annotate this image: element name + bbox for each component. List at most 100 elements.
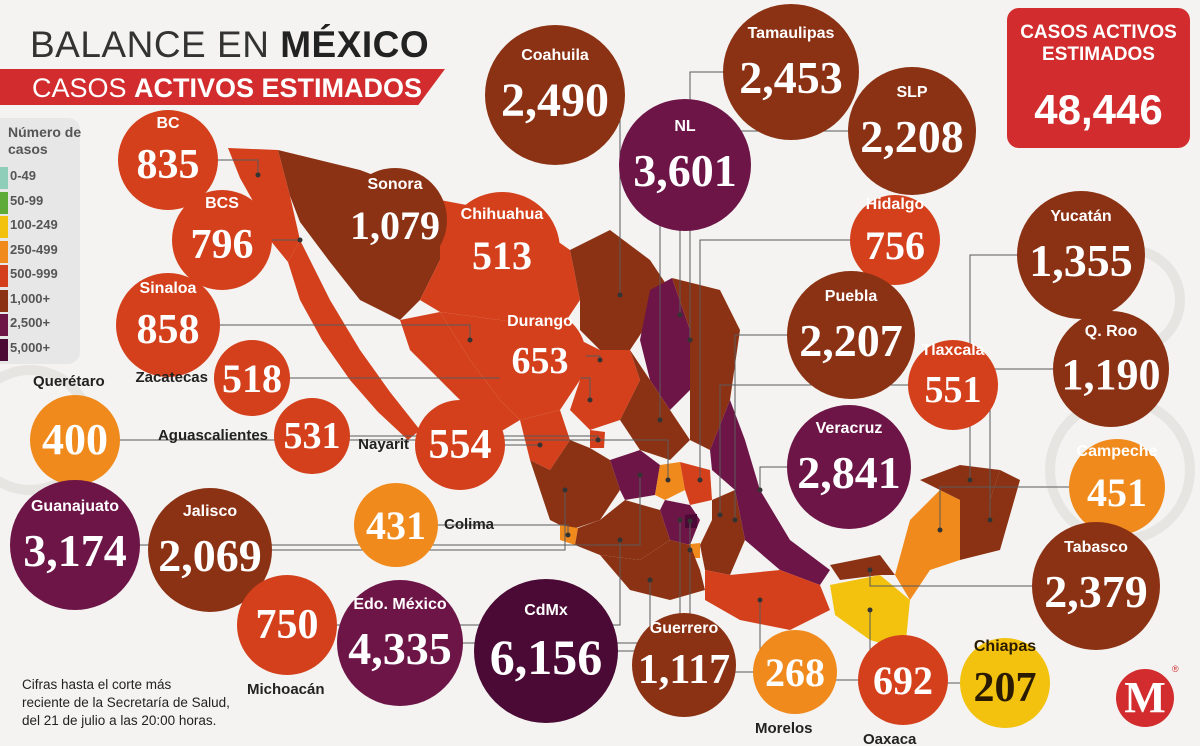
legend-item: 2,500+ [0,313,78,337]
state-name: BCS [205,194,239,212]
state-bubble-nl: NL 3,601 [619,99,751,231]
state-value: 2,453 [739,51,843,103]
leader-dot-edo-m-xico [677,517,683,523]
state-value: 268 [765,649,825,695]
leader-dot-tlaxcala [717,512,723,518]
legend-swatch [0,338,8,361]
state-value: 431 [366,502,426,548]
state-value: 756 [865,223,925,268]
leader-dot-oaxaca [757,597,763,603]
legend-panel [0,118,80,364]
state-name: Hidalgo [865,196,925,213]
page-title: BALANCE EN MÉXICO [30,24,429,66]
legend-swatch [0,289,8,312]
leader-dot-aguascalientes [595,437,601,443]
state-name: Sinaloa [139,279,197,297]
state-name: Veracruz [815,419,883,437]
state-bubble-q-roo: Q. Roo 1,190 [1053,311,1169,427]
leader-dot-zacatecas [587,397,593,403]
state-bubble-michoac-n: 750 [237,575,337,675]
leader-dot-nl [677,312,683,318]
state-value: 554 [428,421,492,468]
legend-label: 50-99 [10,192,44,208]
subtitle-part1: CASOS [32,73,135,103]
leader-line-hidalgo [699,239,895,480]
footnote: Cifras hasta el corte más reciente de la… [22,676,230,730]
leader-dot-chiapas [867,607,873,613]
map-region-tabasco [830,555,895,580]
legend-swatch [0,240,8,263]
total-label-line2: ESTIMADOS [1042,44,1155,65]
state-bubble-coahuila: Coahuila 2,490 [485,25,625,165]
legend-label: 100-249 [10,217,58,232]
leader-line-campeche [939,486,1117,530]
leader-dot-guerrero [647,577,653,583]
state-value: 2,208 [860,110,964,162]
state-name: Querétaro [33,373,105,390]
state-bubble-guerrero: Guerrero 1,117 [632,613,736,717]
leader-dot-tabasco [867,567,873,573]
leader-line-jalisco [210,490,566,551]
legend-label: 1,000+ [10,290,51,306]
legend-label: 5,000+ [10,339,51,355]
state-bubble-edo-m-xico: Edo. México 4,335 [337,580,463,706]
leader-dot-jalisco [562,487,568,493]
state-value: 2,207 [799,314,903,366]
legend-swatch [0,167,8,189]
state-bubble-hidalgo: Hidalgo 756 [850,195,940,285]
state-name: Chiapas [973,637,1037,655]
state-bubble-tlaxcala: Tlaxcala 551 [908,340,998,430]
state-bubble-chihuahua: Chihuahua 513 [444,192,560,308]
legend-item: 250-499 [0,240,78,264]
state-value: 858 [136,306,200,353]
legend-swatch [0,191,8,214]
state-bubble-tabasco: Tabasco 2,379 [1032,522,1160,650]
leader-dot-campeche [937,527,943,533]
subtitle-bar [0,69,445,105]
state-name: Edo. México [353,595,447,613]
total-label-line1: CASOS ACTIVOS [1020,22,1177,43]
legend-label: 500-999 [10,266,58,281]
legend-swatch [0,265,8,287]
state-name: Michoacán [247,681,325,698]
state-name: Morelos [755,720,813,737]
map-region-bcs [288,240,420,440]
registered-mark: ® [1172,664,1179,674]
state-value: 653 [511,340,569,383]
leader-dot-tamaulipas [687,337,693,343]
state-bubble-campeche: Campeche 451 [1069,439,1165,535]
state-name: BC [156,114,180,132]
state-name: Aguascalientes [157,427,268,444]
legend-label: 250-499 [10,241,58,257]
leader-dot-veracruz [757,487,763,493]
state-name: Tabasco [1064,538,1128,556]
leader-dot-durango [597,357,603,363]
legend-label: 0-49 [10,168,37,183]
leader-dot-colima [565,532,571,538]
title-part1: BALANCE EN [30,24,281,65]
footnote-line2: reciente de la Secretaría de Salud, [22,695,230,710]
page-subtitle: CASOS ACTIVOS ESTIMADOS [32,73,422,104]
state-bubble-colima: 431 [354,483,438,567]
milenio-logo: M [1116,669,1174,727]
leader-dot-cdmx [687,518,693,524]
leader-line-colima [396,524,569,535]
leader-dot-sinaloa [467,337,473,343]
state-value: 513 [472,233,532,278]
map-region-yucatan [920,465,1000,500]
legend-item: 500-999 [0,264,78,288]
state-name: Chihuahua [460,206,544,223]
leader-dot-coahuila [617,292,623,298]
state-name: Oaxaca [863,731,917,746]
map-region-veracruz [710,400,830,585]
map-region-campeche [895,490,960,600]
footnote-line1: Cifras hasta el corte más [22,677,172,692]
map-region-oaxaca [705,570,830,630]
state-value: 1,117 [637,646,731,693]
legend-item: 100-249 [0,215,78,239]
leader-dot-bc [255,172,261,178]
leader-line-quer-taro [75,439,669,480]
title-part2: MÉXICO [280,24,430,65]
state-name: Sonora [367,176,423,193]
state-name: Campeche [1076,443,1158,460]
